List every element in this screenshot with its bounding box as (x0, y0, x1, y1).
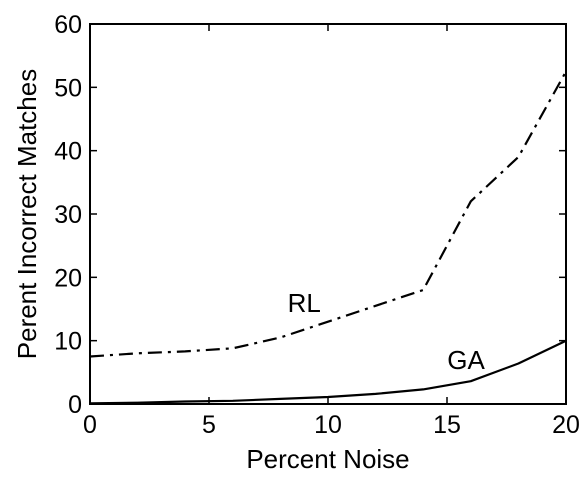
y-tick-label: 50 (54, 74, 82, 102)
x-axis-title: Percent Noise (246, 444, 409, 474)
chart-series (89, 70, 567, 405)
x-tick-label: 20 (552, 411, 580, 439)
y-tick-label: 30 (54, 201, 82, 229)
series-line-rl (89, 70, 567, 358)
plot-frame (89, 23, 567, 405)
x-tick-label: 10 (314, 411, 342, 439)
x-tick-label: 5 (202, 411, 216, 439)
y-tick-label: 60 (54, 11, 82, 39)
y-axis-title: Perent Incorrect Matches (12, 69, 42, 359)
series-label-rl: RL (288, 288, 321, 318)
series-line-ga (89, 339, 567, 405)
chart-ticks: 0 5 10 15 20 0 10 20 30 40 50 60 (54, 11, 580, 439)
x-tick-label: 0 (83, 411, 97, 439)
series-label-ga: GA (447, 345, 485, 375)
y-tick-label: 20 (54, 264, 82, 292)
chart-annotations: RL GA (288, 288, 486, 375)
x-tick-label: 15 (433, 411, 461, 439)
y-tick-label: 0 (68, 391, 82, 419)
y-tick-label: 40 (54, 138, 82, 166)
y-tick-label: 10 (54, 328, 82, 356)
chart-axes (89, 23, 567, 405)
